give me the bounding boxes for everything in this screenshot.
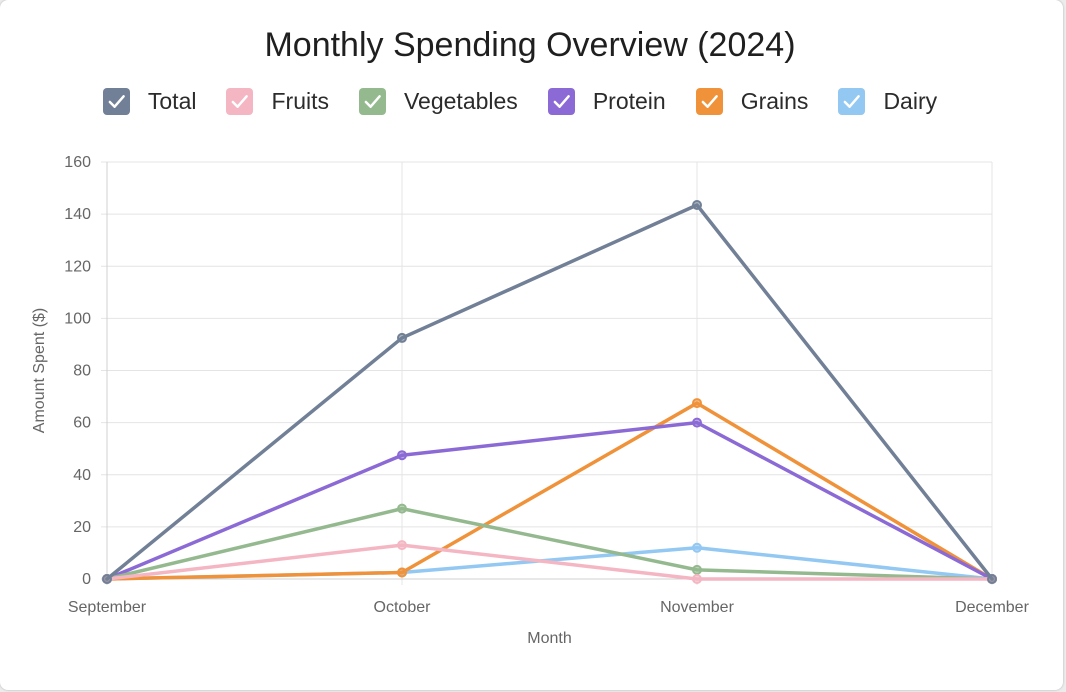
chart-legend: Total Fruits Vegetables Protein Grains Dairy bbox=[0, 88, 1040, 115]
legend-item-grains[interactable]: Grains bbox=[695, 88, 809, 115]
legend-label: Dairy bbox=[883, 88, 938, 114]
x-tick-label: December bbox=[955, 599, 1029, 616]
x-tick-label: September bbox=[68, 599, 147, 616]
data-point-vegetables[interactable] bbox=[692, 564, 702, 575]
series-line-total bbox=[105, 203, 994, 581]
legend-item-vegetables[interactable]: Vegetables bbox=[358, 88, 518, 115]
checkmark-icon bbox=[695, 88, 723, 115]
series-line-vegetables bbox=[105, 506, 994, 581]
checkmark-icon bbox=[547, 88, 575, 115]
y-tick-label: 100 bbox=[64, 310, 91, 327]
series-lines bbox=[102, 200, 997, 584]
x-tick-label: October bbox=[374, 599, 432, 616]
legend-item-dairy[interactable]: Dairy bbox=[838, 88, 937, 115]
series-line-protein bbox=[105, 420, 994, 581]
series-line-grains bbox=[105, 401, 994, 581]
data-point-grains[interactable] bbox=[692, 398, 702, 409]
legend-label: Total bbox=[147, 88, 197, 114]
legend-label: Vegetables bbox=[403, 88, 518, 114]
data-point-protein[interactable] bbox=[397, 450, 407, 461]
y-tick-label: 60 bbox=[73, 415, 91, 432]
legend-label: Protein bbox=[592, 88, 666, 114]
data-point-vegetables[interactable] bbox=[397, 503, 407, 514]
checkmark-icon bbox=[358, 88, 386, 115]
data-point-fruits[interactable] bbox=[397, 540, 407, 551]
data-point-fruits[interactable] bbox=[692, 574, 702, 584]
data-point-total[interactable] bbox=[397, 332, 407, 343]
y-tick-label: 20 bbox=[73, 519, 91, 536]
y-tick-label: 80 bbox=[73, 363, 91, 380]
x-axis-ticks: September October November December bbox=[68, 599, 1030, 616]
data-point-grains[interactable] bbox=[397, 567, 407, 578]
data-point-total[interactable] bbox=[102, 574, 112, 584]
series-grains bbox=[102, 398, 997, 584]
y-tick-label: 40 bbox=[73, 467, 91, 484]
series-total bbox=[102, 200, 997, 584]
y-tick-label: 140 bbox=[64, 206, 91, 223]
checkmark-icon bbox=[102, 88, 130, 115]
legend-label: Grains bbox=[740, 88, 809, 114]
data-point-total[interactable] bbox=[987, 574, 997, 584]
y-axis-label: Amount Spent ($) bbox=[31, 308, 48, 433]
series-vegetables bbox=[102, 503, 997, 584]
chart-title: Monthly Spending Overview (2024) bbox=[264, 26, 796, 64]
y-tick-label: 120 bbox=[64, 258, 91, 275]
legend-item-protein[interactable]: Protein bbox=[547, 88, 666, 115]
checkmark-icon bbox=[838, 88, 866, 115]
y-axis-ticks: 0 20 40 60 80 100 120 140 160 bbox=[64, 154, 91, 588]
x-axis-label: Month bbox=[527, 630, 571, 647]
legend-label: Fruits bbox=[271, 88, 329, 114]
y-tick-label: 160 bbox=[64, 154, 91, 171]
grid-lines bbox=[101, 161, 993, 585]
y-tick-label: 0 bbox=[82, 571, 91, 588]
data-point-dairy[interactable] bbox=[692, 542, 702, 553]
series-line-fruits bbox=[105, 543, 994, 581]
data-point-protein[interactable] bbox=[692, 417, 702, 428]
legend-item-fruits[interactable]: Fruits bbox=[226, 88, 329, 115]
x-tick-label: November bbox=[660, 599, 734, 616]
data-point-total[interactable] bbox=[692, 200, 702, 211]
legend-item-total[interactable]: Total bbox=[102, 88, 197, 115]
checkmark-icon bbox=[226, 88, 254, 115]
